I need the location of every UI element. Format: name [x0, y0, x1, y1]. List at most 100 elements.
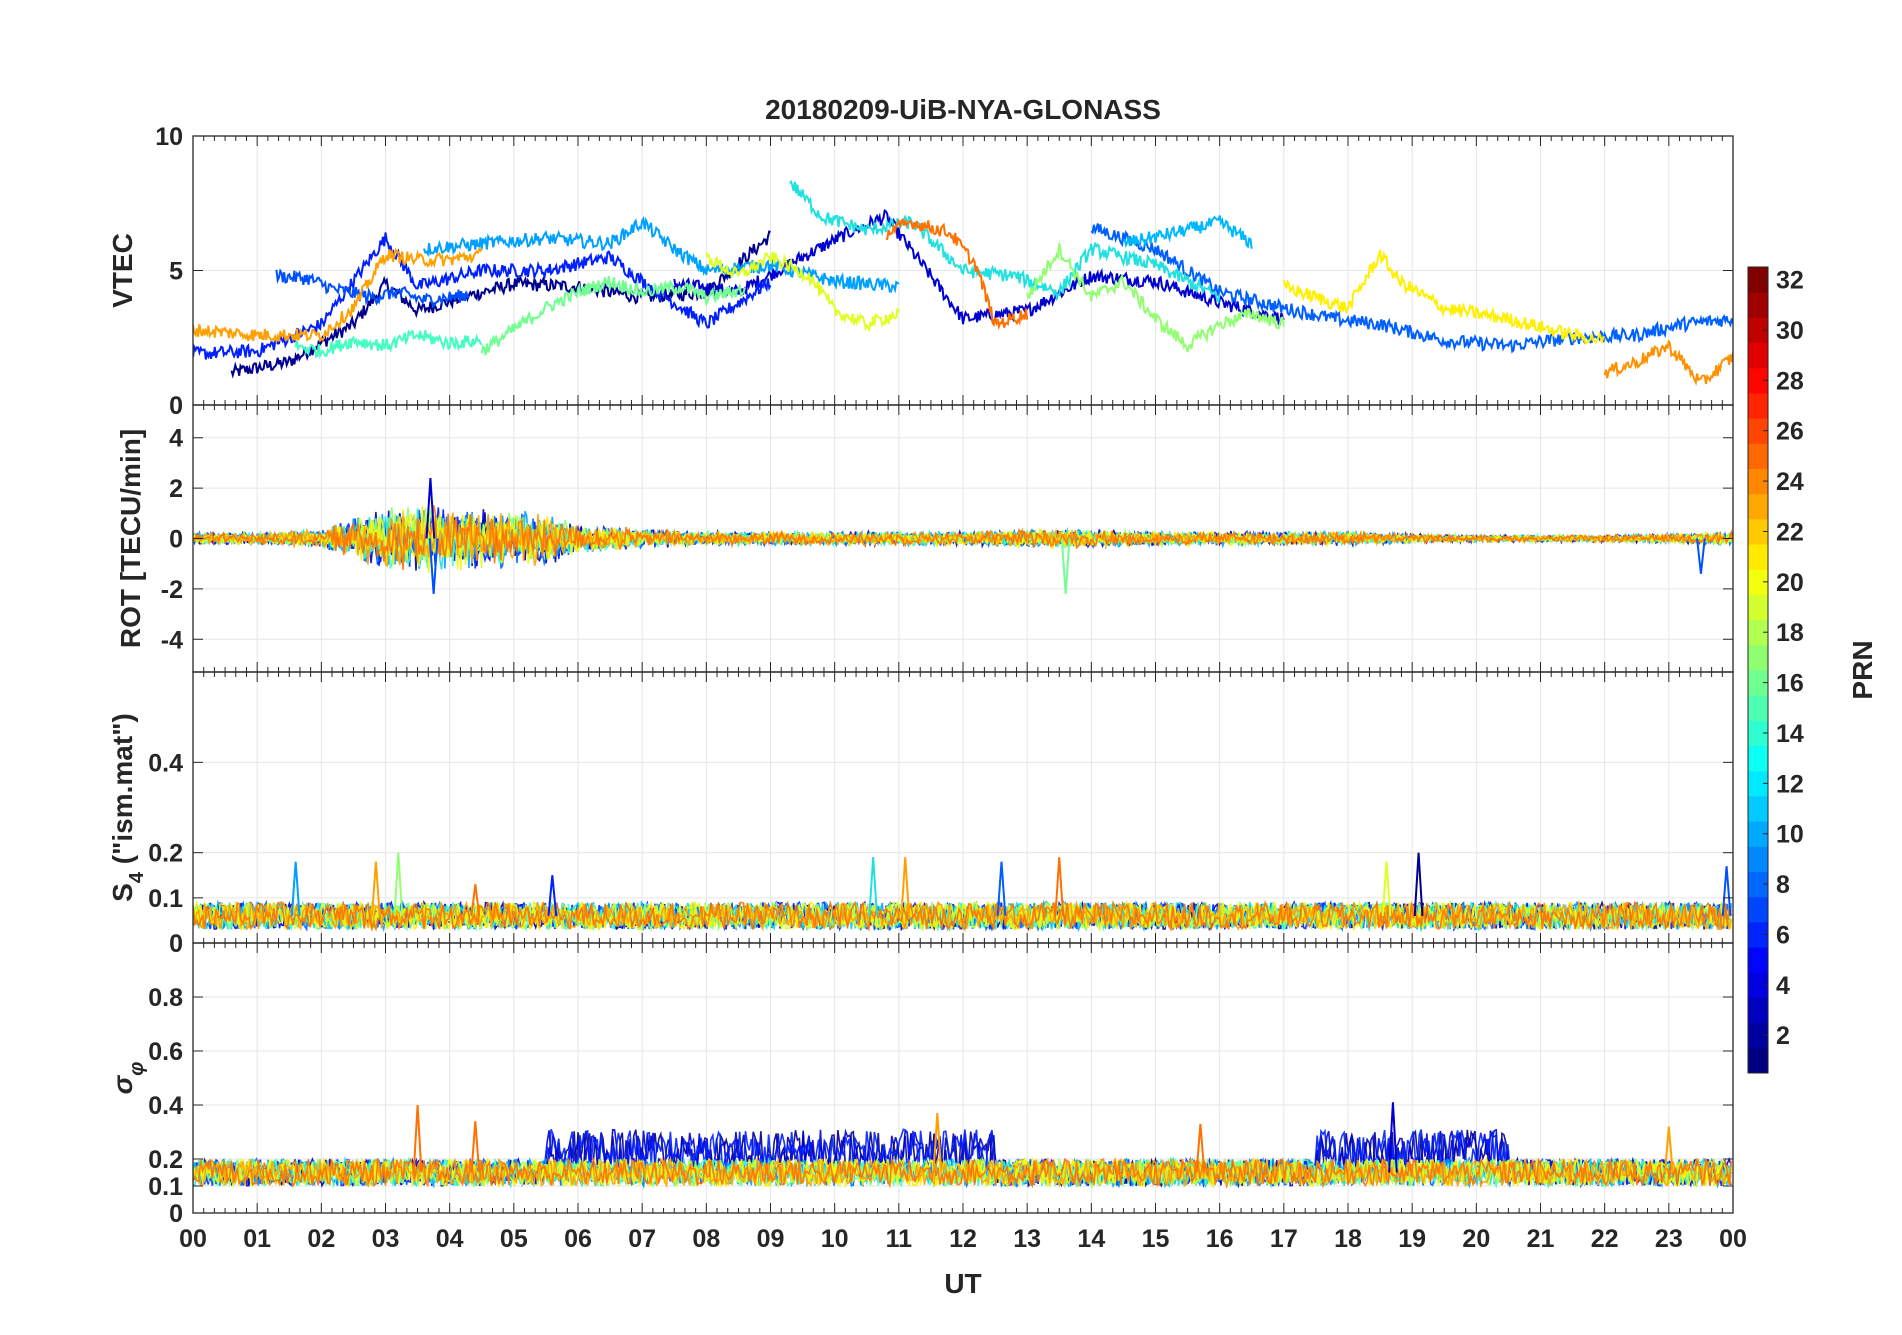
colorbar-tick-label: 14 [1776, 720, 1804, 748]
s4-spike-2 [393, 852, 404, 916]
y-tick-label-sigma: 0 [169, 1200, 183, 1228]
plot-area-vtec [193, 179, 1733, 387]
colorbar-tick-label: 18 [1776, 619, 1804, 647]
x-tick-label: 02 [307, 1225, 335, 1253]
colorbar-tick-label: 26 [1776, 418, 1804, 446]
sigma-trace-11 [193, 1156, 1732, 1189]
colorbar-segment [1748, 518, 1768, 545]
y-tick-label-vtec: 5 [169, 258, 183, 286]
x-tick-label: 12 [949, 1225, 977, 1253]
s4-spike-4 [547, 875, 558, 916]
colorbar-tick-label: 10 [1776, 821, 1804, 849]
x-tick-label: 10 [821, 1225, 849, 1253]
rot-spike-1 [428, 538, 439, 594]
colorbar-segment [1748, 1047, 1768, 1074]
y-axis-label-s4: S4 ("ism.mat") [107, 713, 148, 902]
colorbar-segment [1748, 921, 1768, 948]
colorbar-frame [1747, 266, 1769, 1074]
colorbar-segment [1748, 1022, 1768, 1049]
s4-spike-10 [1413, 852, 1424, 916]
colorbar-tick-label: 22 [1776, 518, 1804, 546]
panel-sigma: 00.10.2 0.4 0.6 0.8 σφ [107, 942, 1734, 1228]
colorbar-segment [1748, 392, 1768, 419]
x-tick-label: 11 [886, 1225, 913, 1253]
panel-s4: 0 0.1 0.2 0.4S4 ("ism.mat") [107, 671, 1734, 958]
rot-spike-2 [1060, 538, 1071, 594]
panel-vtec: 0 5 10 VTEC [107, 123, 1734, 420]
x-tick-label: 06 [564, 1225, 592, 1253]
colorbar-segment [1748, 267, 1768, 293]
colorbar-tick-label: 16 [1776, 670, 1804, 698]
colorbar-segment [1748, 846, 1768, 872]
colorbar-segment [1748, 720, 1768, 747]
panel-rot: -4 -2 0 2 4 ROT [TECU/min] [115, 404, 1734, 673]
y-tick-label-vtec: 0 [169, 392, 183, 420]
x-tick-label: 16 [1206, 1225, 1234, 1253]
colorbar-segment [1748, 997, 1768, 1024]
y-tick-label-vtec: 10 [155, 123, 183, 151]
y-tick-label-rot: -4 [161, 626, 183, 654]
colorbar-tick-label: 32 [1776, 267, 1804, 295]
s4-spike-11 [1721, 866, 1732, 916]
series-prn-14 [294, 329, 483, 360]
rot-spike-3 [1696, 538, 1706, 574]
x-tick-label: 00 [179, 1225, 207, 1253]
colorbar-segment [1748, 695, 1768, 721]
sigma-trace-2 [193, 1128, 1732, 1188]
rot-spike-0 [425, 477, 436, 539]
x-tick-label: 05 [500, 1225, 528, 1253]
x-tick-label: 07 [628, 1225, 656, 1253]
colorbar-segment [1748, 342, 1768, 369]
sigma-spike-4 [1388, 1102, 1398, 1173]
colorbar-segment [1748, 418, 1768, 444]
y-tick-label-s4: 0 [169, 930, 183, 958]
rot-trace-11 [193, 504, 1733, 570]
series-prn-24 [885, 217, 1029, 331]
x-tick-label: 15 [1142, 1225, 1170, 1253]
x-tick-label: 00 [1719, 1225, 1747, 1253]
s4-spike-1 [371, 861, 381, 916]
y-tick-label-rot: 0 [169, 526, 183, 554]
s4-spike-7 [996, 861, 1007, 916]
colorbar-tick-label: 28 [1776, 367, 1804, 395]
colorbar-segment [1748, 544, 1768, 570]
series-prn-13 [789, 179, 1221, 305]
y-tick-label-sigma: 0.8 [148, 984, 183, 1012]
colorbar-segment [1748, 871, 1768, 898]
series-prn-22 [193, 247, 483, 345]
x-tick-label: 17 [1270, 1225, 1298, 1253]
plot-area-sigma [193, 1102, 1732, 1190]
colorbar-segment [1748, 292, 1768, 318]
colorbar-segment [1748, 619, 1768, 646]
colorbar-segment [1748, 770, 1768, 797]
s4-spike-9 [1381, 861, 1392, 916]
colorbar-tick-label: 12 [1776, 770, 1804, 798]
series-prn-23 [1603, 340, 1733, 387]
s4-trace-11 [193, 899, 1732, 932]
colorbar-segment [1748, 795, 1768, 822]
x-tick-label: 18 [1334, 1225, 1362, 1253]
s4-spike-6 [900, 857, 911, 916]
y-tick-label-s4: 0.2 [148, 840, 183, 868]
plot-area-s4 [193, 852, 1732, 933]
y-tick-label-sigma: 0.6 [148, 1038, 183, 1066]
colorbar-tick-label: 20 [1776, 569, 1804, 597]
x-tick-label: 22 [1591, 1225, 1619, 1253]
series-prn-2 [230, 230, 771, 379]
colorbar-segment [1748, 569, 1768, 595]
colorbar-segment [1748, 594, 1768, 621]
x-tick-label: 08 [692, 1225, 720, 1253]
s4-spike-5 [868, 857, 879, 916]
series-prn-15 [480, 275, 746, 356]
sigma-spike-1 [470, 1121, 481, 1173]
colorbar-segment [1748, 468, 1768, 495]
series-prn-20 [1282, 250, 1606, 345]
sigma-spike-3 [1195, 1123, 1206, 1173]
series-prn-8 [1090, 223, 1733, 354]
sigma-spike-2 [932, 1113, 943, 1173]
y-axis-label-vtec: VTEC [107, 233, 138, 308]
colorbar-segment [1748, 896, 1768, 923]
colorbar-tick-label: 8 [1776, 871, 1790, 899]
sigma-trace-1 [193, 1128, 1732, 1188]
